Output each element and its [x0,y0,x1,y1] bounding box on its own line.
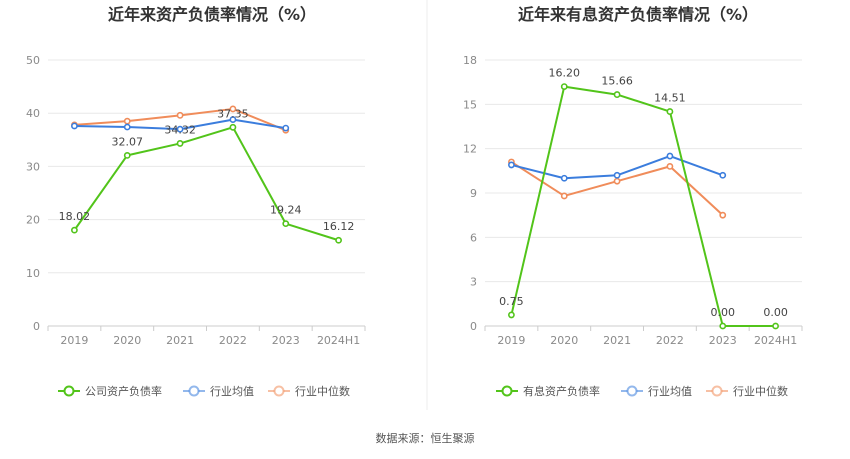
data-point [282,220,290,228]
data-label: 18.02 [59,210,91,223]
y-tick-label: 20 [26,214,40,227]
y-tick-label: 0 [33,320,40,333]
data-label: 34.32 [164,123,196,136]
y-tick-label: 50 [26,54,40,67]
data-point [176,111,184,119]
series-line-industry-median [510,161,724,216]
legend-label: 有息资产负债率 [523,384,600,398]
x-tick-label: 2022 [656,334,684,347]
legend-swatch-marker [273,385,285,397]
data-point [560,192,568,200]
legend-swatch-marker [626,385,638,397]
chart-title: 近年来有息资产负债率情况（%） [518,5,758,24]
data-point [123,151,131,159]
data-point [613,91,621,98]
x-tick-label: 2024H1 [317,334,360,347]
x-tick-label: 2021 [166,334,194,347]
data-point [123,117,131,125]
data-point [560,174,568,182]
data-point [229,123,237,131]
data-point [560,83,568,90]
data-point [176,140,184,147]
y-tick-label: 10 [26,267,40,280]
data-point [719,211,727,219]
y-tick-label: 3 [470,276,477,289]
data-label: 0.00 [711,306,736,319]
legend-label: 公司资产负债率 [85,384,162,398]
data-source-note: 数据来源：恒生聚源 [376,431,475,445]
data-label: 19.24 [270,204,302,217]
data-point [71,122,78,130]
legend-item: 公司资产负债率 [58,384,162,398]
series-line-company [510,85,776,327]
data-point [772,322,779,330]
y-tick-label: 18 [463,54,477,67]
data-point [613,177,621,185]
legend-label: 行业均值 [210,385,254,398]
data-point [719,322,727,330]
x-tick-label: 2024H1 [754,334,797,347]
y-tick-label: 9 [470,187,477,200]
data-point [666,152,674,160]
data-point [282,124,290,132]
legend-label: 行业中位数 [733,384,788,398]
data-point [176,125,184,133]
y-tick-label: 6 [470,231,477,244]
data-point [508,161,515,169]
x-tick-label: 2019 [497,334,525,347]
legend-swatch-marker [63,385,75,397]
legend-swatch-marker [711,385,723,397]
x-tick-label: 2022 [219,334,247,347]
y-tick-label: 0 [470,320,477,333]
chart-title: 近年来资产负债率情况（%） [108,5,316,24]
data-point [229,116,237,123]
x-tick-label: 2020 [550,334,578,347]
data-label: 16.20 [549,67,581,80]
data-point [666,162,674,170]
legend-item: 行业中位数 [706,384,788,398]
legend-item: 有息资产负债率 [496,384,600,398]
legend-swatch-marker [501,385,513,397]
data-point [508,311,515,319]
x-tick-label: 2021 [603,334,631,347]
data-point [719,171,727,179]
data-label: 0.00 [763,306,788,319]
legend-label: 行业均值 [648,385,692,398]
y-tick-label: 12 [463,143,477,156]
data-label: 16.12 [323,220,355,233]
x-tick-label: 2019 [60,334,88,347]
x-tick-label: 2023 [709,334,737,347]
data-point [613,171,621,179]
data-label: 0.75 [499,295,524,308]
series-line-company [73,126,339,242]
data-point [229,105,237,113]
legend-item: 行业均值 [621,385,692,398]
legend-item: 行业均值 [183,385,254,398]
y-tick-label: 30 [26,160,40,173]
data-point [335,236,342,244]
legend-item: 行业中位数 [268,384,350,398]
chart-interest-debt-ratio: 近年来有息资产负债率情况（%） 0 3 6 9 12 15 18 2019 2020 2021 20… [463,5,803,398]
y-tick-label: 15 [463,98,477,111]
data-label: 15.66 [601,75,633,88]
data-point [71,226,78,234]
x-tick-label: 2023 [272,334,300,347]
y-tick-label: 40 [26,107,40,120]
legend-swatch-marker [188,385,200,397]
data-point [123,123,131,131]
legend-label: 行业中位数 [295,384,350,398]
data-label: 32.07 [112,135,144,148]
x-tick-label: 2020 [113,334,141,347]
data-point [666,108,674,115]
data-label: 14.51 [654,92,686,105]
chart-debt-ratio: 近年来资产负债率情况（%） 0 10 20 30 40 50 2019 2020 2021 202… [26,5,366,398]
data-label: 37.35 [217,107,249,120]
